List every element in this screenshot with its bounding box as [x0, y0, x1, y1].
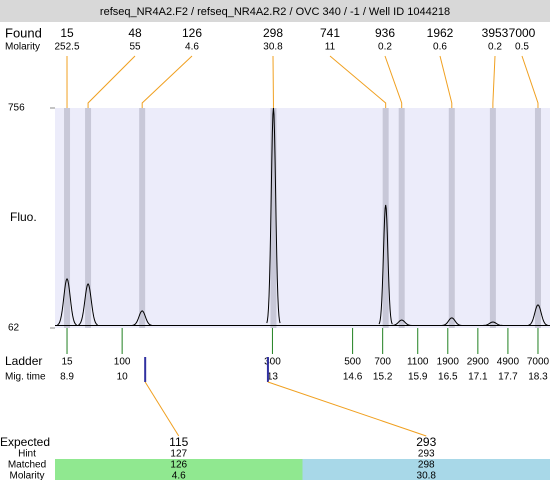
molarity-label: Molarity: [9, 471, 44, 480]
ladder-size: 7000: [527, 357, 550, 368]
found-molarity: 0.2: [488, 42, 502, 53]
peak-band: [489, 108, 496, 328]
ladder-time: 10: [117, 372, 129, 383]
peak-band: [270, 108, 277, 328]
trace-peak: [442, 317, 462, 326]
y-tick-label: 756: [8, 103, 25, 114]
ladder-size: 2900: [467, 357, 490, 368]
expected-molarity: 30.8: [417, 471, 437, 480]
found-molarity: 0.6: [433, 42, 447, 53]
peak-band: [64, 108, 71, 328]
hint-label: Hint: [18, 449, 36, 460]
plot-area: [55, 108, 550, 328]
peak-band: [398, 108, 405, 328]
ladder-label: Ladder: [5, 354, 42, 368]
y-tick-label: 62: [8, 323, 20, 334]
peak-band: [85, 108, 92, 328]
trace-peak: [483, 321, 503, 326]
found-size: 15: [60, 26, 74, 40]
ladder-size: 1900: [437, 357, 460, 368]
ladder-time: 13: [267, 372, 279, 383]
found-size: 48: [128, 26, 142, 40]
peak-band: [139, 108, 146, 328]
ladder-size: 100: [114, 357, 131, 368]
peak-connector: [384, 55, 403, 108]
ladder-size: 500: [344, 357, 361, 368]
mig-time-label: Mig. time: [5, 372, 46, 383]
expected-molarity: 4.6: [172, 471, 186, 480]
ladder-size: 15: [61, 357, 73, 368]
ladder-time: 18.3: [528, 372, 548, 383]
expected-connector: [144, 381, 180, 437]
trace-peak: [132, 310, 152, 326]
expected-bar: [55, 459, 303, 480]
expected-hint: 293: [418, 449, 435, 460]
found-molarity: 30.8: [263, 42, 283, 53]
found-size: 1962: [427, 26, 454, 40]
expected-matched: 298: [418, 460, 435, 471]
ladder-size: 300: [264, 357, 281, 368]
ladder-time: 17.7: [498, 372, 518, 383]
expected-matched: 126: [170, 460, 187, 471]
expected-label: Expected: [0, 435, 50, 449]
expected-size: 293: [416, 435, 436, 449]
matched-label: Matched: [8, 460, 46, 471]
found-size: 298: [263, 26, 283, 40]
header-bar: [0, 0, 550, 22]
trace-peak: [78, 283, 98, 326]
ladder-size: 4900: [497, 357, 520, 368]
ladder-time: 14.6: [343, 372, 363, 383]
expected-hint: 127: [170, 449, 187, 460]
ladder-time: 8.9: [60, 372, 74, 383]
found-molarity: 4.6: [185, 42, 199, 53]
found-molarity: 252.5: [54, 42, 79, 53]
ladder-time: 16.5: [438, 372, 458, 383]
found-label: Found: [5, 25, 42, 40]
expected-connector: [267, 381, 427, 437]
peak-connector: [87, 55, 136, 108]
ladder-time: 15.2: [373, 372, 393, 383]
trace-peak: [392, 319, 412, 326]
found-molarity: 0.2: [378, 42, 392, 53]
found-size: 3953: [482, 26, 509, 40]
found-size: 936: [375, 26, 395, 40]
ladder-time: 17.1: [468, 372, 488, 383]
peak-connector: [439, 55, 453, 108]
ladder-size: 1100: [407, 357, 429, 368]
y-axis-label: Fluo.: [10, 210, 37, 224]
expected-size: 115: [169, 435, 188, 449]
trace-peak: [266, 107, 281, 324]
peak-connector: [492, 55, 496, 108]
peak-band: [448, 108, 455, 328]
found-molarity: 11: [325, 42, 336, 53]
found-size: 126: [182, 26, 202, 40]
ladder-size: 700: [374, 357, 391, 368]
peak-connector: [329, 55, 387, 108]
trace-peak: [57, 277, 77, 326]
found-size: 7000: [509, 26, 536, 40]
title: refseq_NR4A2.F2 / refseq_NR4A2.R2 / OVC …: [100, 6, 450, 18]
found-molarity: 0.5: [515, 42, 529, 53]
found-size: 741: [320, 26, 340, 40]
found-molarity-label: Molarity: [5, 42, 40, 53]
ladder-time: 15.9: [408, 372, 428, 383]
trace-peak: [378, 204, 393, 325]
peak-connector: [141, 55, 193, 108]
peak-band: [382, 108, 389, 328]
found-molarity: 55: [129, 42, 141, 53]
trace-peak: [528, 304, 548, 326]
peak-band: [534, 108, 541, 328]
expected-bar: [302, 459, 550, 480]
peak-connector: [521, 55, 539, 108]
